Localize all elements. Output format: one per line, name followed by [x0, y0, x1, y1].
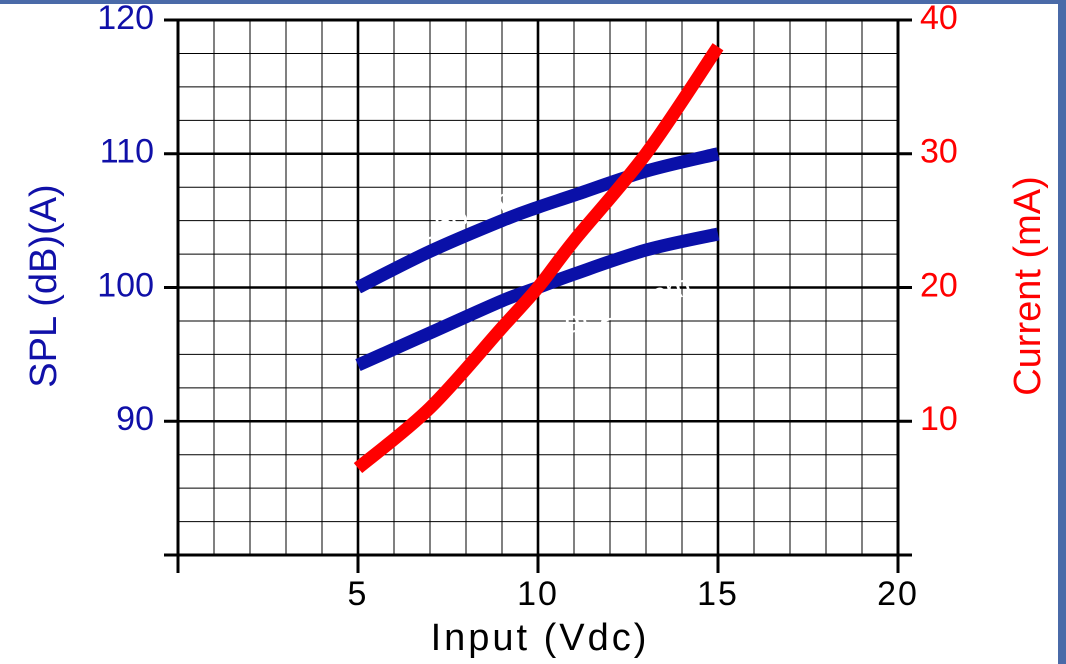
- y-right-tick-label: 40: [920, 0, 958, 37]
- y-left-tick-label: 120: [97, 0, 154, 37]
- top-border-strip: [0, 0, 1066, 4]
- y-right-tick-label: 10: [920, 400, 958, 438]
- y-left-tick-label: 100: [97, 266, 154, 304]
- y-left-tick-label: 110: [100, 133, 154, 171]
- series-layer: [353, 43, 724, 474]
- series-line-0: [355, 147, 720, 294]
- x-tick-label: 20: [877, 575, 919, 613]
- y-axis-right-label: Current (mA): [1007, 176, 1049, 396]
- y-right-tick-label: 20: [920, 266, 958, 304]
- y-left-tick-label: 90: [116, 400, 154, 438]
- series-line-2: [353, 43, 724, 474]
- y-axis-left-label: SPL (dB)(A): [23, 184, 65, 387]
- x-axis-label: Input (Vdc): [431, 617, 650, 659]
- axes: [164, 18, 912, 573]
- tick-labels: 90 100 110 120 10 20 30 40 5 10 15 20: [97, 0, 958, 613]
- plot-frame: [176, 18, 900, 557]
- curve-annotation-1: at 100 cm: [560, 269, 695, 341]
- x-tick-label: 5: [348, 575, 369, 613]
- y-right-tick-label: 30: [920, 133, 958, 171]
- x-tick-label: 10: [517, 575, 559, 613]
- x-tick-label: 15: [697, 575, 739, 613]
- right-border-strip: [1058, 0, 1066, 664]
